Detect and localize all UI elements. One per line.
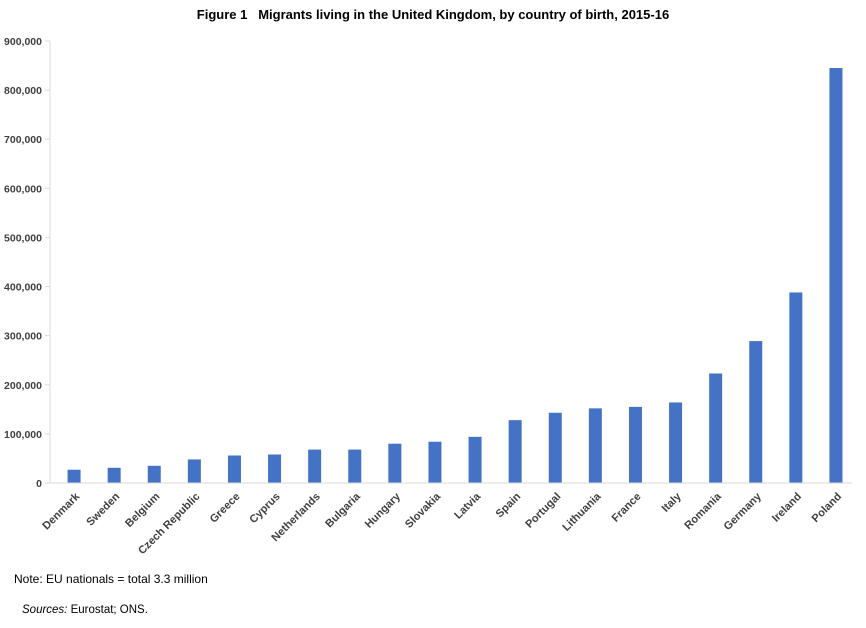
bar [749, 341, 763, 483]
y-tick-label: 300,000 [4, 331, 42, 343]
y-tick-label: 900,000 [4, 36, 42, 48]
bar [107, 467, 121, 483]
bar [548, 412, 562, 483]
bar [588, 408, 602, 483]
bar [829, 68, 843, 483]
x-tick-label: Belgium [123, 490, 162, 529]
bar [669, 402, 683, 483]
y-tick-label: 400,000 [4, 282, 42, 294]
y-tick-label: 200,000 [4, 380, 42, 392]
bar [308, 449, 322, 483]
bar [709, 373, 723, 483]
sources-label: Sources: [22, 604, 68, 616]
x-tick-label: Slovakia [403, 490, 444, 531]
bar [789, 292, 803, 483]
x-tick-label: Hungary [363, 490, 404, 531]
chart-sources: Sources: Eurostat; ONS. [22, 604, 148, 616]
bar [428, 441, 442, 483]
x-tick-label: Cyprus [247, 491, 282, 526]
bar [67, 469, 81, 483]
y-tick-label: 500,000 [4, 232, 42, 244]
x-tick-label: Bulgaria [323, 490, 363, 530]
x-tick-label: Italy [660, 490, 685, 515]
bar [147, 465, 161, 483]
x-tick-label: Romania [682, 490, 724, 532]
x-tick-label: Germany [722, 490, 765, 533]
x-tick-label: Greece [208, 491, 243, 526]
x-tick-label: France [610, 491, 644, 525]
bar [348, 449, 362, 483]
chart-title: Figure 1 Migrants living in the United K… [196, 7, 670, 22]
x-tick-label: Latvia [452, 490, 484, 522]
bar [468, 436, 482, 483]
x-tick-label: Spain [494, 490, 524, 520]
bar [187, 459, 201, 483]
y-tick-label: 600,000 [4, 183, 42, 195]
y-tick-label: 0 [36, 478, 42, 490]
y-tick-label: 700,000 [4, 134, 42, 146]
y-tick-label: 800,000 [4, 85, 42, 97]
sources-text: Eurostat; ONS. [67, 604, 148, 616]
bar [508, 420, 522, 483]
x-tick-label: Ireland [770, 491, 804, 525]
bar [628, 406, 642, 483]
x-tick-label: Sweden [84, 490, 122, 528]
y-tick-label: 100,000 [4, 429, 42, 441]
x-tick-label: Lithuania [560, 490, 604, 534]
y-axis: 0 100,000 200,000 300,000 400,000 500,000 600,… [4, 36, 51, 490]
x-tick-label: Denmark [40, 490, 82, 532]
x-tick-label: Portugal [523, 491, 563, 531]
chart-note: Note: EU nationals = total 3.3 million [14, 572, 208, 586]
bars [67, 68, 843, 483]
bar [227, 455, 241, 483]
x-tick-label: Poland [810, 491, 844, 525]
bar [388, 443, 402, 483]
bar [268, 454, 282, 483]
